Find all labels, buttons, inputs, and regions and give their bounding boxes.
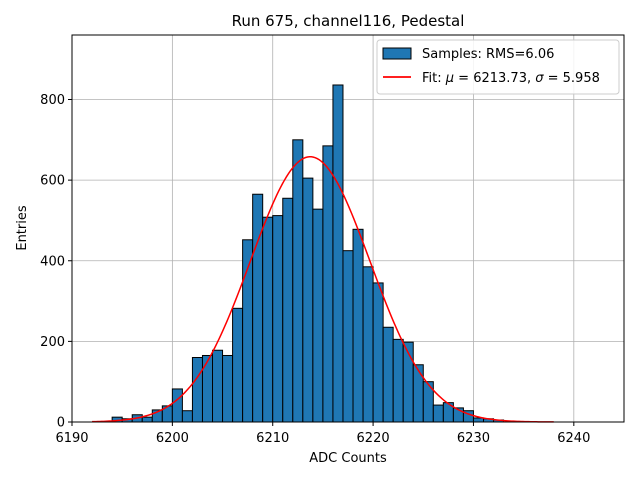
histogram-bar-21 [322, 145, 334, 423]
histogram-bar-25 [362, 266, 374, 423]
plot-frame [71, 34, 625, 423]
y-tick-label-1: 200 [40, 335, 65, 350]
histogram-bar-24 [352, 228, 364, 423]
histogram-bar-28 [392, 338, 404, 423]
x-tick-label-3: 6220 [357, 431, 390, 446]
y-axis-label: Entries [15, 205, 30, 251]
legend-fit-mu-value: = 6213.73, [454, 71, 535, 86]
x-axis-ticks: 6190 6200 6210 6220 6230 6240 [55, 422, 590, 446]
x-tick-label-2: 6210 [256, 431, 289, 446]
y-tick-label-2: 400 [40, 254, 65, 269]
y-tick-label-4: 800 [40, 93, 65, 108]
legend-label-samples: Samples: RMS=6.06 [422, 47, 554, 62]
histogram-bar-27 [382, 326, 394, 423]
fit-curve [92, 156, 554, 423]
histogram-bar-8 [191, 357, 203, 423]
legend-swatch-samples [382, 47, 412, 60]
histogram-bar-16 [272, 215, 284, 423]
y-axis-ticks: 0 200 400 600 800 [40, 93, 72, 431]
legend-label-fit: Fit: μ = 6213.73, σ = 5.958 [422, 71, 600, 86]
x-tick-label-1: 6200 [156, 431, 189, 446]
histogram-bar-20 [312, 208, 324, 423]
histogram-bar-15 [262, 216, 274, 423]
legend-fit-prefix: Fit: [422, 71, 446, 86]
legend-box [376, 39, 620, 95]
histogram-bar-7 [181, 410, 193, 423]
histogram-bar-10 [212, 349, 224, 423]
histogram-bar-32 [432, 404, 444, 423]
legend-fit-sigma-symbol: σ [535, 71, 544, 86]
chart-title: Run 675, channel116, Pedestal [232, 12, 465, 30]
legend: Samples: RMS=6.06 Fit: μ = 6213.73, σ = … [376, 39, 620, 95]
histogram-bar-22 [332, 84, 344, 423]
histogram-bar-14 [252, 193, 264, 423]
histogram-bar-19 [302, 177, 314, 423]
legend-fit-mu-symbol: μ [445, 71, 454, 86]
histogram-bar-12 [232, 307, 244, 423]
histogram-bar-9 [201, 354, 214, 423]
histogram-bar-11 [222, 354, 234, 423]
histogram-bars [111, 84, 505, 423]
histogram-bar-23 [342, 250, 354, 423]
histogram-bar-17 [282, 197, 294, 423]
x-axis-label: ADC Counts [309, 451, 387, 466]
histogram-bar-3 [141, 416, 153, 423]
y-tick-label-3: 600 [40, 174, 65, 189]
histogram-bar-36 [472, 417, 484, 423]
histogram-bar-6 [171, 388, 183, 423]
x-tick-label-0: 6190 [55, 431, 88, 446]
legend-fit-sigma-value: = 5.958 [543, 71, 599, 86]
histogram-bar-30 [412, 364, 424, 423]
x-tick-label-5: 6240 [557, 431, 590, 446]
y-tick-label-0: 0 [57, 416, 65, 431]
x-tick-label-4: 6230 [457, 431, 490, 446]
histogram-bar-26 [372, 282, 384, 423]
histogram-bar-18 [292, 139, 304, 423]
